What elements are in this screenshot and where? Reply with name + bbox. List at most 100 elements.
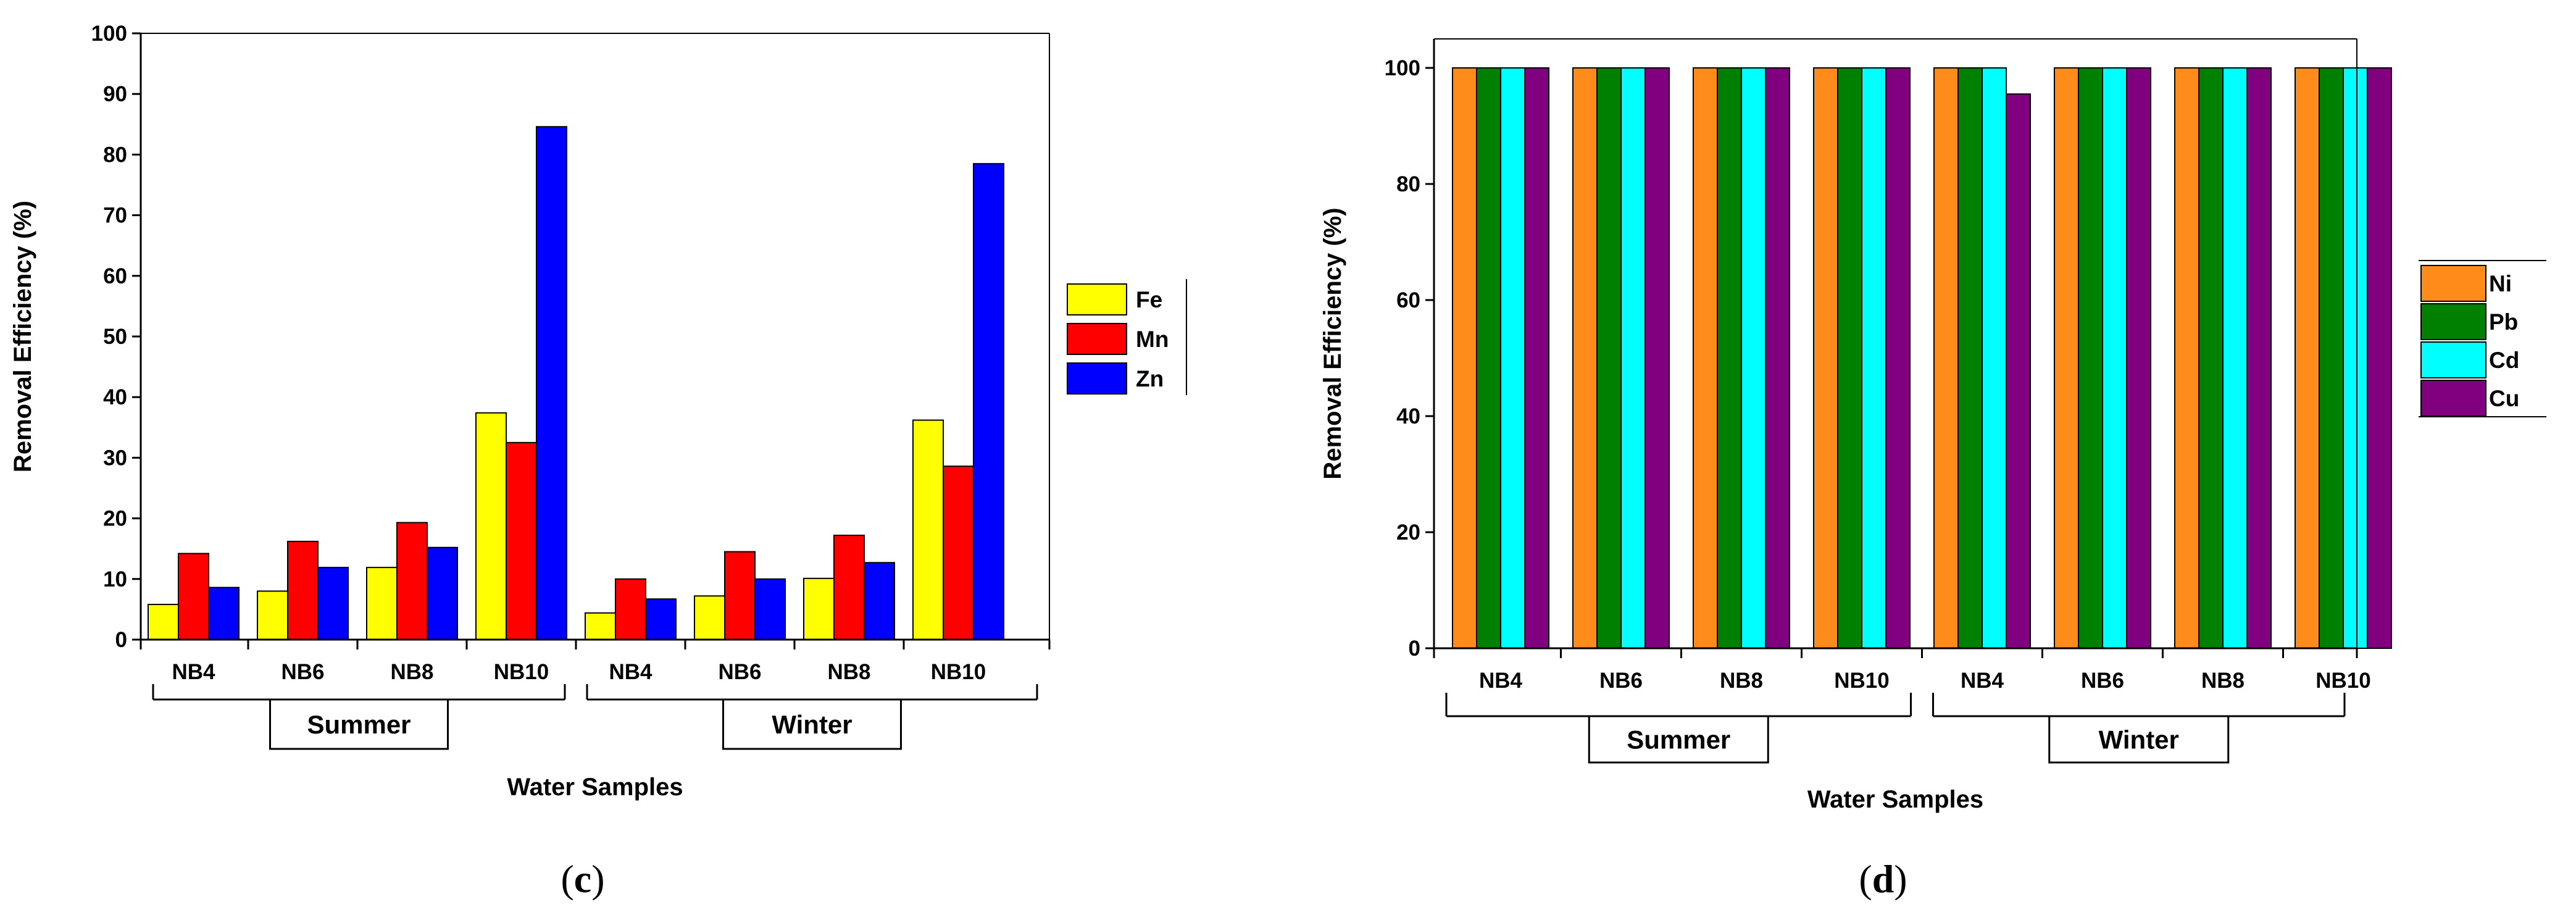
bar-fe-nb10-summer — [475, 412, 507, 640]
bar-cd-nb10-summer — [1861, 67, 1886, 649]
y-axis-title: Removal Efficiency (%) — [1319, 207, 1346, 479]
bar-fe-nb4-summer — [148, 604, 179, 641]
group-label-box — [2048, 715, 2230, 764]
bar-pb-nb8-summer — [1717, 67, 1742, 649]
bar-cu-nb10-winter — [2367, 67, 2392, 649]
panel-label: (d) — [1859, 857, 1907, 901]
legend-label-fe: Fe — [1136, 287, 1162, 312]
bar-mn-nb10-winter — [943, 466, 974, 640]
bar-mn-nb6-winter — [724, 551, 756, 640]
x-tick-label: NB6 — [2081, 669, 2124, 693]
chart-panel-c: 0 10 20 30 40 50 60 70 80 90 100 NB4 NB6 NB8 NB10 NB4 NB… — [9, 22, 1187, 901]
bar-cd-nb8-winter — [2222, 67, 2248, 649]
bar-cd-nb4-summer — [1500, 67, 1525, 649]
x-tick-label: NB4 — [609, 660, 652, 684]
bar-pb-nb10-summer — [1837, 67, 1862, 649]
bar-cu-nb10-summer — [1885, 67, 1911, 649]
y-tick-label: 60 — [1396, 288, 1420, 312]
bar-ni-nb8-winter — [2174, 67, 2199, 649]
x-tick-label: NB10 — [931, 660, 986, 684]
x-tick-label: NB4 — [172, 660, 215, 684]
bar-mn-nb10-summer — [506, 441, 537, 640]
y-tick-label: 100 — [1385, 56, 1420, 80]
bar-fe-nb10-winter — [912, 419, 944, 640]
legend-swatch-mn — [1067, 323, 1127, 355]
bar-zn-nb10-winter — [973, 163, 1004, 640]
bar-cd-nb6-winter — [2102, 67, 2127, 649]
x-tick-label: NB8 — [1720, 669, 1763, 693]
legend-label-cu: Cu — [2489, 386, 2519, 411]
bar-zn-nb6-winter — [754, 578, 786, 640]
group-label-winter: Winter — [772, 710, 852, 739]
bar-mn-nb4-summer — [178, 553, 209, 641]
bar-zn-nb8-summer — [427, 546, 458, 641]
y-tick-label: 70 — [103, 204, 127, 228]
x-tick-label: NB4 — [1961, 669, 2004, 693]
legend-label-ni: Ni — [2489, 271, 2512, 296]
legend-swatch-fe — [1067, 283, 1127, 315]
y-tick-label: 90 — [103, 82, 127, 106]
bar-mn-nb8-summer — [396, 522, 428, 640]
x-tick-label: NB6 — [281, 660, 324, 684]
y-axis-title: Removal Efficiency (%) — [9, 201, 36, 472]
bar-cd-nb10-winter — [2343, 67, 2368, 649]
group-label-summer: Summer — [1627, 725, 1730, 754]
y-tick-label: 0 — [1409, 637, 1420, 661]
bar-zn-nb4-winter — [645, 598, 677, 640]
x-tick-label: NB8 — [827, 660, 870, 684]
group-bracket-winter: Winter — [586, 684, 1038, 750]
legend-swatch-zn — [1067, 362, 1127, 395]
chart-panel-d: 0 20 40 60 80 100 NB4 NB6 NB8 NB10 NB4 NB6 NB8 NB10 Su… — [1319, 38, 2546, 901]
bar-mn-nb4-winter — [615, 578, 646, 640]
x-tick-label: NB4 — [1479, 669, 1523, 693]
bar-pb-nb4-winter — [1957, 67, 1983, 649]
legend: Ni Pb Cd Cu — [2419, 260, 2546, 417]
bar-mn-nb8-winter — [833, 535, 865, 641]
y-tick-label: 20 — [1396, 520, 1420, 545]
y-tick-label: 80 — [103, 143, 127, 167]
group-label-winter: Winter — [2099, 725, 2179, 754]
legend-label-zn: Zn — [1136, 366, 1164, 391]
y-tick-label: 40 — [103, 385, 127, 409]
y-tick-label: 50 — [103, 325, 127, 349]
bar-fe-nb8-summer — [366, 567, 398, 641]
bar-pb-nb6-summer — [1596, 67, 1622, 649]
bar-pb-nb10-winter — [2319, 67, 2344, 649]
bar-cu-nb6-winter — [2126, 67, 2151, 649]
legend-swatch-cu — [2420, 380, 2486, 417]
bar-zn-nb10-summer — [536, 126, 567, 640]
bar-fe-nb6-summer — [257, 590, 288, 640]
bar-ni-nb4-summer — [1452, 67, 1477, 649]
bar-ni-nb10-summer — [1813, 67, 1838, 649]
y-tick-label: 100 — [91, 22, 127, 46]
x-tick-label: NB8 — [390, 660, 433, 684]
bar-ni-nb4-winter — [1933, 67, 1959, 649]
legend-label-mn: Mn — [1136, 327, 1169, 352]
bar-ni-nb6-summer — [1572, 67, 1598, 649]
bar-fe-nb4-winter — [585, 612, 616, 640]
bar-zn-nb8-winter — [864, 562, 895, 641]
legend-label-cd: Cd — [2489, 348, 2519, 373]
x-tick-label: NB8 — [2201, 669, 2245, 693]
bar-zn-nb4-summer — [208, 587, 240, 640]
y-tick-label: 30 — [103, 446, 127, 470]
bar-zn-nb6-summer — [317, 567, 349, 641]
bar-cu-nb6-summer — [1644, 67, 1670, 649]
legend-swatch-cd — [2420, 341, 2486, 378]
panel-label: (c) — [561, 857, 604, 901]
y-tick-label: 60 — [103, 264, 127, 288]
x-axis-title: Water Samples — [1807, 786, 1983, 813]
x-tick-label: NB10 — [1834, 669, 1889, 693]
bar-fe-nb6-winter — [694, 595, 725, 641]
legend-swatch-pb — [2420, 303, 2486, 340]
bar-cd-nb8-summer — [1741, 67, 1766, 649]
x-tick-label: NB10 — [2315, 669, 2370, 693]
y-tick-label: 20 — [103, 507, 127, 531]
y-tick-label: 10 — [103, 567, 127, 591]
group-label-box — [269, 698, 449, 750]
group-bracket-winter: Winter — [1932, 693, 2346, 764]
bar-pb-nb8-winter — [2198, 67, 2224, 649]
bar-cd-nb6-summer — [1620, 67, 1646, 649]
x-tick-label: NB6 — [1599, 669, 1643, 693]
